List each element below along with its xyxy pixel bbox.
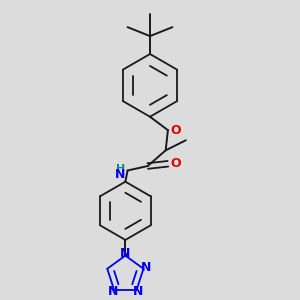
Text: H: H xyxy=(116,164,125,174)
Text: O: O xyxy=(170,157,181,170)
Text: N: N xyxy=(107,286,118,298)
Text: N: N xyxy=(120,247,130,260)
Text: N: N xyxy=(141,261,151,274)
Text: N: N xyxy=(133,286,143,298)
Text: O: O xyxy=(170,124,181,137)
Text: N: N xyxy=(115,169,125,182)
